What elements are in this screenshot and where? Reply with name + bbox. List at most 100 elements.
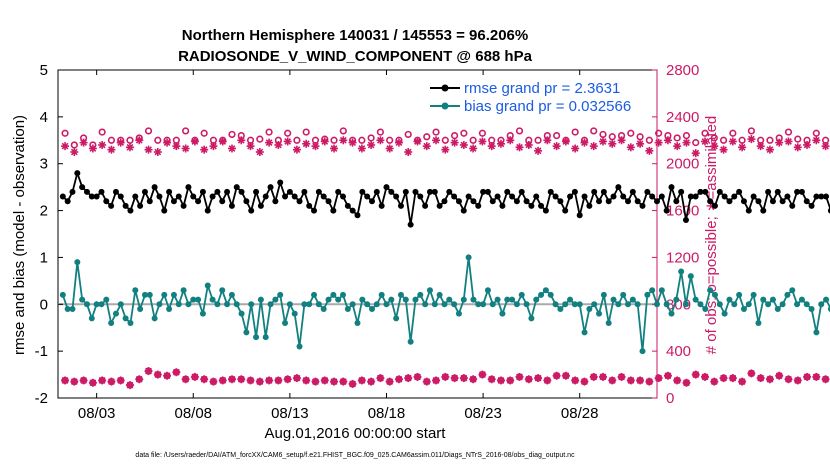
bias-point [359,296,366,303]
rmse-point [93,193,100,200]
bias-point [277,291,284,298]
bias-point [557,305,564,312]
obs-assimilated-point [153,148,162,156]
obs-assimilated-point [515,372,524,381]
bias-point [552,301,559,308]
chart-title: Northern Hemisphere 140031 / 145553 = 96… [182,27,528,44]
rmse-point [774,188,781,195]
obs-assimilated-point [478,370,487,379]
rmse-point [470,198,477,205]
bias-point [750,291,757,298]
bias-point [412,296,419,303]
obs-assimilated-point [88,378,97,387]
obs-possible-point [256,135,264,143]
obs-possible-point [571,128,579,136]
bias-point [489,301,496,308]
rmse-point [156,193,163,200]
obs-assimilated-point [70,377,79,386]
bias-point [760,296,767,303]
x-tick-label: 08/28 [561,405,599,422]
bias-point [185,301,192,308]
rmse-point [417,193,424,200]
obs-assimilated-point [125,381,134,390]
obs-assimilated-point [626,143,635,152]
rmse-point [426,188,433,195]
rmse-point [219,198,226,205]
rmse-point [533,193,540,200]
obs-possible-point [154,136,162,144]
bias-point [562,301,569,308]
rmse-point [373,188,380,195]
x-tick-label: 08/23 [464,405,502,422]
rmse-point [600,188,607,195]
obs-possible-point [636,133,644,141]
rmse-point [750,193,757,200]
rmse-point [808,202,815,209]
bias-point [397,291,404,298]
obs-assimilated-point [330,377,339,386]
bias-point [79,296,86,303]
bias-point [402,296,409,303]
rmse-point [296,198,303,205]
obs-assimilated-point [432,376,441,385]
obs-assimilated-point [357,376,366,385]
bias-point [518,291,525,298]
bias-point [605,320,612,327]
bias-point [528,315,535,322]
obs-possible-point [61,129,69,137]
rmse-point [557,198,564,205]
bias-point [765,301,772,308]
bias-point [88,315,95,322]
obs-assimilated-point [98,376,107,385]
bias-point [108,320,115,327]
obs-assimilated-point [218,137,227,146]
obs-assimilated-point [738,377,747,386]
obs-possible-point [367,134,375,142]
obs-assimilated-point [645,146,654,155]
bias-point [779,301,786,308]
obs-possible-point [627,129,635,137]
obs-assimilated-point [719,374,728,383]
obs-possible-point [719,136,728,144]
bias-point [373,301,380,308]
obs-assimilated-point [88,144,97,153]
rmse-point [480,188,487,195]
rmse-point [523,198,530,205]
rmse-point [827,207,830,214]
obs-assimilated-point [450,138,459,147]
rmse-point [243,198,250,205]
rmse-point [760,207,767,214]
obs-assimilated-point [413,137,422,146]
obs-assimilated-point [496,139,505,148]
obs-assimilated-point [534,146,543,155]
obs-assimilated-point [79,376,88,385]
rmse-point [726,198,733,205]
obs-assimilated-point [394,375,403,384]
obs-assimilated-point [821,142,830,151]
obs-possible-point [692,139,700,147]
rmse-point [59,193,66,200]
obs-assimilated-point [747,369,756,378]
rmse-point [789,202,796,209]
bias-point [146,291,153,298]
obs-possible-point [423,133,431,141]
rmse-point [784,193,791,200]
rmse-point [199,188,206,195]
obs-assimilated-point [459,140,468,149]
obs-assimilated-point [107,145,116,154]
obs-assimilated-point [153,370,162,379]
obs-assimilated-point [496,376,505,385]
obs-assimilated-point [283,137,292,146]
obs-assimilated-point [728,137,737,146]
bias-point [417,291,424,298]
rmse-point [673,198,680,205]
obs-assimilated-point [561,137,570,146]
bias-point [591,301,598,308]
obs-assimilated-point [821,375,830,384]
rmse-point [368,198,375,205]
obs-possible-point [590,127,598,135]
bias-point [634,301,641,308]
obs-assimilated-point [394,138,403,147]
rmse-point [175,193,182,200]
